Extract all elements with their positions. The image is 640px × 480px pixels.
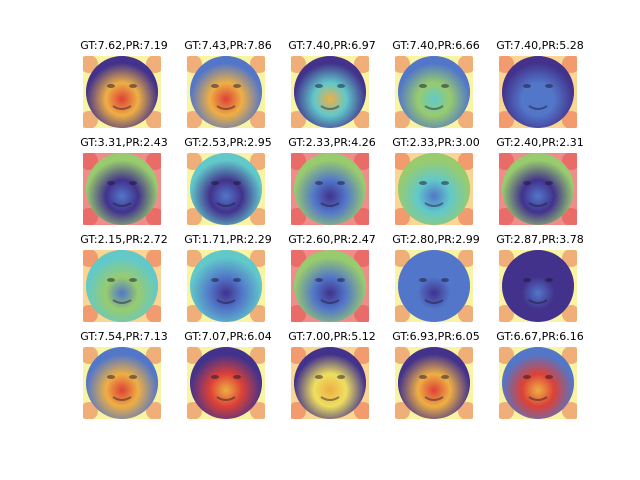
score-caption: GT:7.40,PR:5.28 [496,39,584,52]
attention-overlay [502,56,574,128]
face-heatmap-image [187,56,265,128]
face-heatmap-cell: GT:2.33,PR:3.00 [392,137,480,229]
face-heatmap-image [395,153,473,225]
attention-overlay [86,153,158,225]
attention-overlay [190,347,262,419]
score-caption: GT:2.87,PR:3.78 [496,233,584,246]
face-heatmap-image [83,56,161,128]
score-caption: GT:2.60,PR:2.47 [288,233,376,246]
face-heatmap-image [499,56,577,128]
face-heatmap-cell: GT:2.60,PR:2.47 [288,234,376,326]
attention-overlay [294,56,366,128]
face-heatmap-image [395,250,473,322]
score-caption: GT:7.62,PR:7.19 [80,39,168,52]
face-heatmap-cell: GT:6.67,PR:6.16 [496,331,584,423]
face-heatmap-cell: GT:7.00,PR:5.12 [288,331,376,423]
face-heatmap-cell: GT:6.93,PR:6.05 [392,331,480,423]
face-heatmap-cell: GT:2.87,PR:3.78 [496,234,584,326]
face-heatmap-image [291,153,369,225]
face-heatmap-image [187,153,265,225]
face-heatmap-cell: GT:2.33,PR:4.26 [288,137,376,229]
attention-overlay [190,250,262,322]
face-heatmap-image [187,250,265,322]
score-caption: GT:2.53,PR:2.95 [184,136,272,149]
face-heatmap-image [291,56,369,128]
face-heatmap-cell: GT:2.53,PR:2.95 [184,137,272,229]
face-heatmap-image [395,347,473,419]
attention-overlay [294,347,366,419]
score-caption: GT:2.40,PR:2.31 [496,136,584,149]
attention-overlay [502,153,574,225]
attention-overlay [86,56,158,128]
face-heatmap-image [83,250,161,322]
face-heatmap-cell: GT:3.31,PR:2.43 [80,137,168,229]
face-heatmap-cell: GT:7.40,PR:6.97 [288,40,376,132]
attention-overlay [294,153,366,225]
face-heatmap-cell: GT:7.62,PR:7.19 [80,40,168,132]
face-heatmap-image [291,347,369,419]
score-caption: GT:7.54,PR:7.13 [80,330,168,343]
face-heatmap-cell: GT:7.40,PR:6.66 [392,40,480,132]
score-caption: GT:2.80,PR:2.99 [392,233,480,246]
face-heatmap-image [291,250,369,322]
attention-overlay [190,153,262,225]
attention-overlay [190,56,262,128]
face-heatmap-cell: GT:7.43,PR:7.86 [184,40,272,132]
face-heatmap-cell: GT:2.40,PR:2.31 [496,137,584,229]
face-heatmap-image [499,347,577,419]
face-heatmap-cell: GT:7.07,PR:6.04 [184,331,272,423]
face-heatmap-image [83,347,161,419]
score-caption: GT:2.15,PR:2.72 [80,233,168,246]
score-caption: GT:7.40,PR:6.97 [288,39,376,52]
score-caption: GT:7.07,PR:6.04 [184,330,272,343]
attention-overlay [398,347,470,419]
face-heatmap-cell: GT:1.71,PR:2.29 [184,234,272,326]
face-heatmap-image [499,153,577,225]
face-heatmap-image [395,56,473,128]
score-caption: GT:1.71,PR:2.29 [184,233,272,246]
score-caption: GT:7.00,PR:5.12 [288,330,376,343]
score-caption: GT:2.33,PR:3.00 [392,136,480,149]
attention-overlay [398,250,470,322]
attention-overlay [86,250,158,322]
score-caption: GT:6.93,PR:6.05 [392,330,480,343]
face-heatmap-image [499,250,577,322]
score-caption: GT:7.43,PR:7.86 [184,39,272,52]
attention-overlay [294,250,366,322]
face-heatmap-cell: GT:7.40,PR:5.28 [496,40,584,132]
face-heatmap-image [187,347,265,419]
attention-overlay [502,347,574,419]
attention-overlay [502,250,574,322]
score-caption: GT:3.31,PR:2.43 [80,136,168,149]
face-heatmap-cell: GT:7.54,PR:7.13 [80,331,168,423]
face-heatmap-cell: GT:2.15,PR:2.72 [80,234,168,326]
score-caption: GT:2.33,PR:4.26 [288,136,376,149]
score-caption: GT:7.40,PR:6.66 [392,39,480,52]
score-caption: GT:6.67,PR:6.16 [496,330,584,343]
attention-overlay [398,153,470,225]
attention-overlay [398,56,470,128]
face-heatmap-cell: GT:2.80,PR:2.99 [392,234,480,326]
face-heatmap-image [83,153,161,225]
attention-overlay [86,347,158,419]
